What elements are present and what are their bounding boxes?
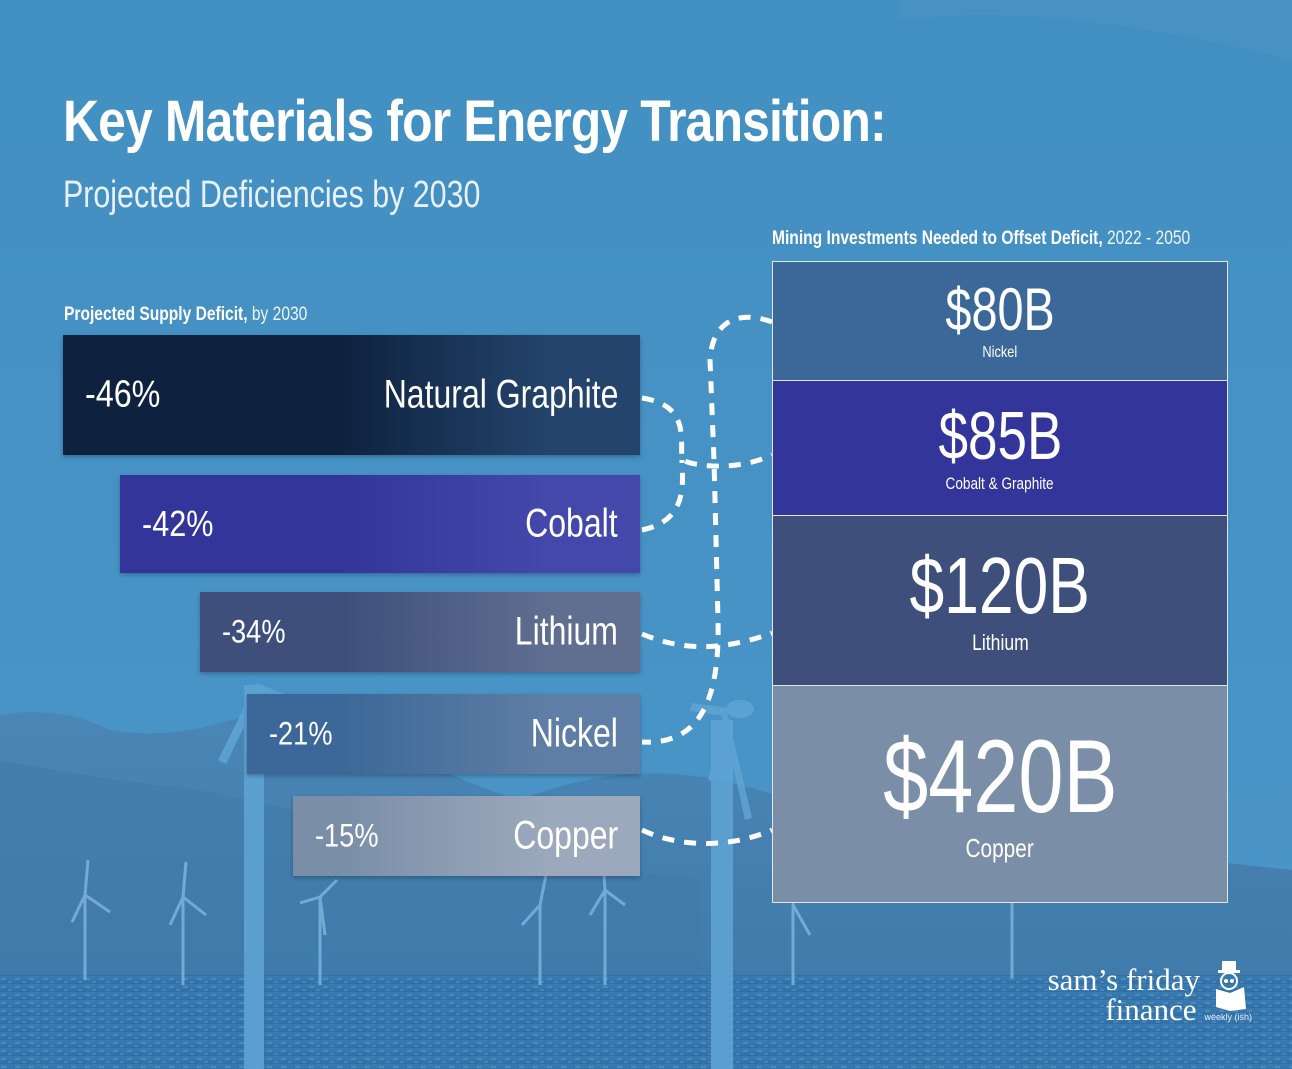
- deficit-bar-lithium: -34% Lithium: [200, 592, 640, 672]
- supply-deficit-label-light: by 2030: [247, 304, 308, 325]
- investment-label-light: 2022 - 2050: [1102, 228, 1191, 249]
- material-photo-texture: [340, 592, 640, 672]
- deficit-value: -42%: [142, 503, 214, 544]
- page-title: Key Materials for Energy Transition:: [63, 89, 887, 154]
- material-name: Lithium: [514, 609, 618, 654]
- investment-material: Copper: [965, 832, 1035, 863]
- deficit-bar-natural-graphite: -46% Natural Graphite: [63, 335, 640, 455]
- deficit-bar-nickel: -21% Nickel: [247, 694, 640, 774]
- material-photo-texture: [340, 694, 640, 774]
- logo-line-1: sam’s friday: [1047, 962, 1200, 997]
- material-photo-texture: [340, 796, 640, 876]
- investment-material: Lithium: [971, 629, 1029, 655]
- investment-material: Nickel: [982, 344, 1018, 361]
- supply-deficit-label: Projected Supply Deficit, by 2030: [64, 304, 307, 326]
- page-subtitle: Projected Deficiencies by 2030: [63, 174, 481, 216]
- deficit-value: -34%: [222, 613, 286, 650]
- investment-box-nickel: $80B Nickel: [772, 261, 1228, 381]
- investment-amount: $85B: [938, 398, 1062, 474]
- brand-logo: sam’s friday finance weekly (ish): [1047, 961, 1252, 1027]
- deficit-bar-cobalt: -42% Cobalt: [120, 475, 640, 573]
- supply-deficit-label-bold: Projected Supply Deficit,: [64, 304, 248, 325]
- material-photo-texture: [340, 335, 640, 455]
- material-name: Copper: [513, 813, 618, 858]
- investment-box-cobalt-graphite: $85B Cobalt & Graphite: [772, 380, 1228, 516]
- deficit-value: -15%: [315, 817, 379, 854]
- investment-label: Mining Investments Needed to Offset Defi…: [772, 228, 1190, 250]
- investment-box-lithium: $120B Lithium: [772, 515, 1228, 686]
- mascot-reading-icon: [1216, 961, 1246, 1011]
- investment-amount: $420B: [882, 718, 1118, 835]
- material-name: Nickel: [530, 711, 618, 756]
- investment-material: Cobalt & Graphite: [945, 474, 1055, 493]
- deficit-value: -46%: [85, 373, 161, 416]
- investment-box-copper: $420B Copper: [772, 685, 1228, 903]
- deficit-bar-copper: -15% Copper: [293, 796, 640, 876]
- material-photo-texture: [340, 475, 640, 573]
- logo-tagline: weekly (ish): [1204, 1012, 1252, 1022]
- logo-line-2: finance: [1105, 992, 1197, 1027]
- material-name: Cobalt: [525, 501, 619, 546]
- material-name: Natural Graphite: [383, 372, 618, 417]
- investment-amount: $80B: [945, 276, 1055, 343]
- deficit-value: -21%: [269, 715, 333, 752]
- investment-label-bold: Mining Investments Needed to Offset Defi…: [772, 228, 1103, 249]
- investment-amount: $120B: [909, 540, 1091, 630]
